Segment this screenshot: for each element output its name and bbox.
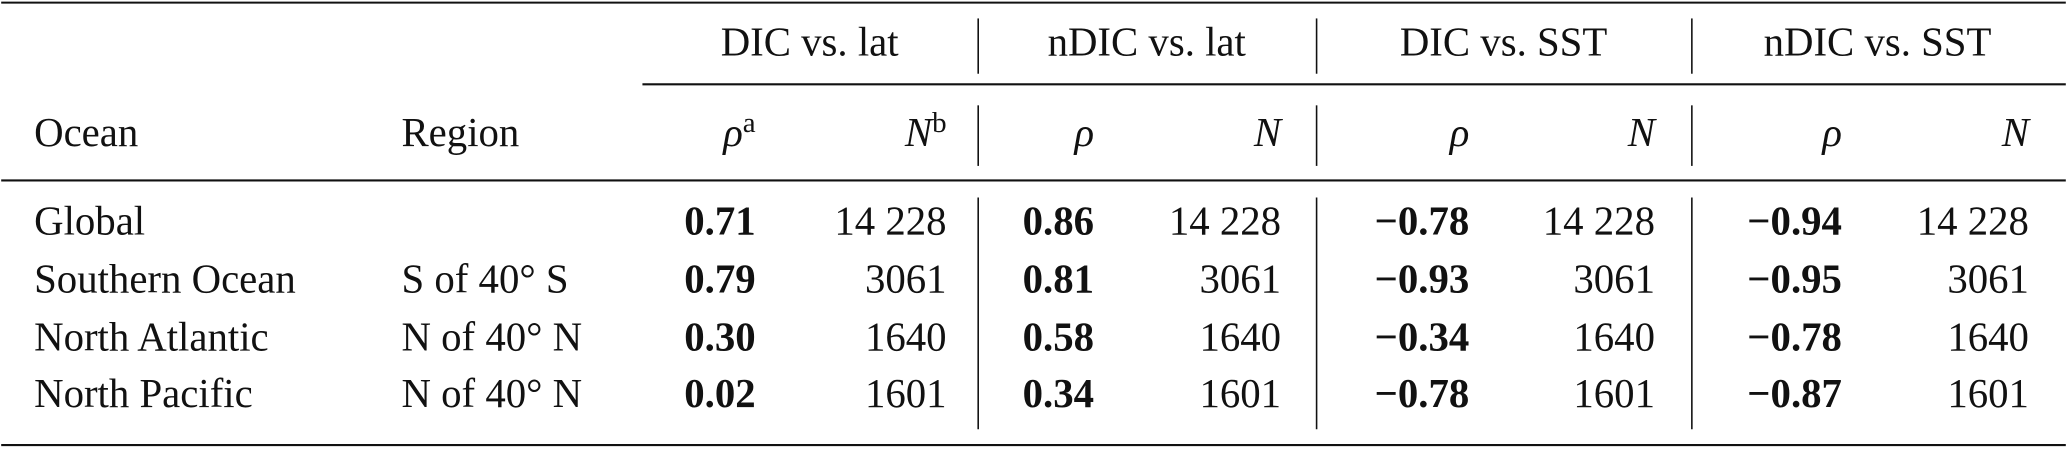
table-cell: 0.02 [684,371,755,416]
table-cell: N of 40° N [401,314,582,359]
table-cell: 3061 [1199,256,1281,301]
column-header-text: Region [401,110,519,155]
column-header: Nb [904,107,947,156]
column-header: ρ [1820,110,1842,155]
table-cell: 0.30 [684,314,755,359]
table-cell: 3061 [1947,256,2029,301]
column-header: Region [401,110,519,155]
table-cell: 1640 [1947,314,2029,359]
column-header-text: Ocean [34,110,138,155]
column-header: ρa [721,107,756,156]
table-cell: 1640 [1573,314,1655,359]
table-cell: 1640 [1199,314,1281,359]
table-cell: 14 228 [1917,199,2029,244]
table-cell: −0.78 [1747,314,1842,359]
table-cell: North Atlantic [34,314,269,359]
superscript: b [932,107,946,139]
table-cell: 0.71 [684,199,755,244]
table-cell: 0.34 [1023,371,1094,416]
column-header-text: ρ [1072,110,1094,155]
table-cell: −0.78 [1375,199,1470,244]
table-cell: −0.94 [1747,199,1842,244]
table-cell: 1601 [865,371,947,416]
table-cell: 0.79 [684,256,755,301]
column-header-text: N [1627,110,1658,155]
column-header: N [1627,110,1658,155]
column-header-text: N [2001,110,2032,155]
group-header: nDIC vs. lat [1048,19,1247,64]
table-cell: 1601 [1199,371,1281,416]
table-cell: −0.78 [1375,371,1470,416]
column-header: ρ [1448,110,1470,155]
table-cell: 3061 [1573,256,1655,301]
table-cell: −0.95 [1747,256,1842,301]
superscript: a [743,107,756,139]
table-cell: −0.93 [1375,256,1470,301]
table-cell: 0.81 [1023,256,1094,301]
table-cell: −0.87 [1747,371,1842,416]
group-header: nDIC vs. SST [1764,19,1992,64]
table-cell: −0.34 [1375,314,1470,359]
column-header-text: N [1253,110,1284,155]
table-cell: 14 228 [834,199,946,244]
table-cell: Southern Ocean [34,256,296,301]
table-cell: 0.86 [1023,199,1094,244]
table-cell: 14 228 [1543,199,1655,244]
table-cell: 3061 [865,256,947,301]
column-header-text: ρ [1448,110,1470,155]
table-cell: North Pacific [34,371,253,416]
table-cell: N of 40° N [401,371,582,416]
table-cell: Global [34,199,145,244]
table-cell: 1601 [1947,371,2029,416]
column-header: Ocean [34,110,138,155]
table-cell: 0.58 [1023,314,1094,359]
column-header: ρ [1072,110,1094,155]
column-header: N [1253,110,1284,155]
table-cell: 1640 [865,314,947,359]
group-header: DIC vs. lat [721,19,900,64]
column-header: N [2001,110,2032,155]
group-header: DIC vs. SST [1400,19,1608,64]
column-header-text: ρ [1820,110,1842,155]
table-cell: 1601 [1573,371,1655,416]
column-header-text: N [904,110,935,155]
table-cell: S of 40° S [401,256,568,301]
column-header-text: ρ [721,110,743,155]
table-cell: 14 228 [1169,199,1281,244]
